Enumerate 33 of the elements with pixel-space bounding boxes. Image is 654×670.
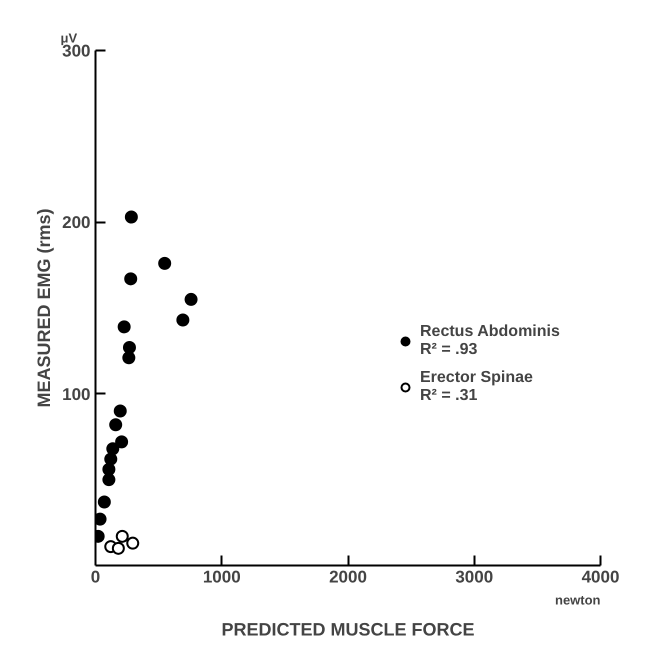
point (112, 542, 125, 555)
legend-label: Erector Spinae (420, 369, 533, 386)
x-tick-label: 0 (90, 568, 100, 586)
legend-label: Rectus Abdominis (420, 323, 560, 340)
point (116, 530, 129, 543)
point (114, 404, 127, 418)
point (122, 340, 136, 354)
x-tick-label: 1000 (202, 568, 241, 586)
y-axis-title: MEASURED EMG (rms) (34, 208, 54, 408)
point (122, 351, 136, 364)
text: newton (555, 592, 601, 608)
point (126, 536, 140, 550)
point (118, 320, 131, 334)
point (102, 462, 116, 476)
y-tick-label: 200 (62, 213, 91, 232)
point (184, 292, 198, 306)
point (158, 256, 172, 270)
point (109, 418, 122, 432)
x-tick-label: 4000 (582, 568, 620, 586)
point (124, 272, 138, 286)
point (98, 495, 111, 508)
x-axis-title: PREDICTED MUSCLE FORCE (221, 620, 475, 640)
y-tick-label: 100 (62, 384, 91, 404)
point (104, 452, 118, 466)
point (176, 314, 190, 327)
annotation: R² = .93 (420, 341, 478, 358)
point (102, 473, 116, 486)
x-tick-label: 3000 (455, 568, 494, 586)
point (124, 210, 138, 224)
annotation: R² = .31 (420, 387, 478, 404)
x-tick-label: 2000 (329, 568, 367, 586)
point (106, 442, 120, 456)
point (115, 435, 128, 448)
